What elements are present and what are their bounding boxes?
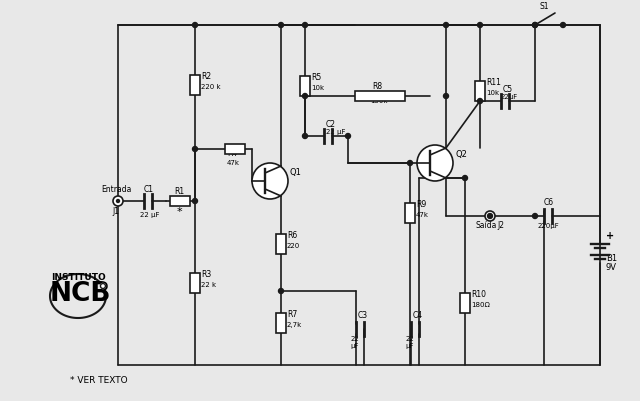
Text: 22 μF: 22 μF [140,212,159,218]
Circle shape [477,22,483,28]
Text: R6: R6 [287,231,297,240]
Text: C3: C3 [358,311,368,320]
Bar [276,313,286,333]
Text: R8: R8 [372,82,382,91]
Circle shape [303,134,307,138]
Text: NCB: NCB [49,281,111,307]
Text: *: * [177,207,182,217]
Text: R9: R9 [416,200,426,209]
Text: R1: R1 [174,187,184,196]
Bar [225,144,245,154]
Circle shape [303,93,307,99]
Bar [190,75,200,95]
Circle shape [532,22,538,28]
Text: 150k: 150k [370,98,387,104]
Text: J1: J1 [113,207,120,216]
Text: Q2: Q2 [455,150,467,159]
Text: R10: R10 [471,290,486,299]
Circle shape [477,99,483,103]
Circle shape [193,22,198,28]
Text: Q1: Q1 [290,168,302,177]
Text: 22: 22 [406,336,414,342]
Circle shape [100,284,106,288]
Circle shape [116,200,120,203]
Text: S1: S1 [540,2,550,11]
Text: +: + [606,231,614,241]
Bar [170,196,190,206]
Circle shape [278,288,284,294]
Circle shape [346,134,351,138]
Text: 10k: 10k [486,90,499,96]
Text: μF: μF [406,343,414,349]
Bar [475,81,485,101]
Text: C4: C4 [413,311,423,320]
Text: INSTITUTO: INSTITUTO [51,273,106,282]
Text: R7: R7 [287,310,297,319]
Text: Saída: Saída [476,221,497,230]
Text: 220 k: 220 k [201,84,221,90]
Text: R11: R11 [486,78,501,87]
Circle shape [417,145,453,181]
Text: 22: 22 [351,336,360,342]
Bar [405,203,415,223]
Circle shape [488,215,492,217]
Text: 220μF: 220μF [538,223,560,229]
Text: R5: R5 [311,73,321,82]
Circle shape [278,22,284,28]
Text: 220: 220 [287,243,300,249]
Text: Entrada: Entrada [101,185,131,194]
Circle shape [532,22,538,28]
Bar [460,293,470,313]
Text: 22 μF: 22 μF [326,129,346,135]
Circle shape [485,211,495,221]
Text: 22 k: 22 k [201,282,216,288]
Text: R4: R4 [227,149,237,158]
Text: R3: R3 [201,270,211,279]
Circle shape [408,160,413,166]
Text: B1: B1 [606,254,617,263]
Text: C1: C1 [144,185,154,194]
Text: C5: C5 [503,85,513,94]
Text: C6: C6 [544,198,554,207]
Circle shape [444,93,449,99]
Text: 22μF: 22μF [501,94,518,100]
Bar [276,234,286,254]
Circle shape [113,196,123,206]
Bar [355,91,405,101]
Circle shape [561,22,566,28]
Circle shape [100,284,106,288]
Text: 180Ω: 180Ω [471,302,490,308]
Text: 9V: 9V [606,263,617,272]
Circle shape [532,213,538,219]
Circle shape [303,22,307,28]
Circle shape [193,198,198,203]
Circle shape [463,176,467,180]
Text: 47k: 47k [227,160,240,166]
Text: R2: R2 [201,72,211,81]
Bar [190,273,200,293]
Circle shape [488,213,493,219]
Text: 10k: 10k [311,85,324,91]
Text: * VER TEXTO: * VER TEXTO [70,376,127,385]
Circle shape [193,146,198,152]
Text: 2,7k: 2,7k [287,322,302,328]
Text: J2: J2 [497,221,504,230]
Bar [300,76,310,96]
Circle shape [444,22,449,28]
Text: C2: C2 [326,120,336,129]
Text: μF: μF [351,343,359,349]
Circle shape [252,163,288,199]
Text: 47k: 47k [416,212,429,218]
